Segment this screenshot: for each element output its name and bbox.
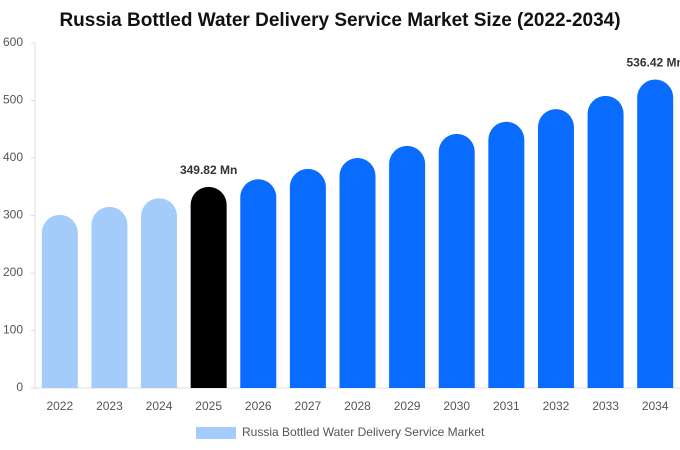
bar	[488, 121, 525, 388]
bar	[91, 206, 128, 388]
x-tick-label: 2024	[146, 399, 173, 413]
y-tick-label: 300	[3, 208, 23, 222]
y-tick-label: 200	[3, 265, 23, 279]
legend-label: Russia Bottled Water Delivery Service Ma…	[242, 425, 485, 439]
bar	[240, 179, 277, 388]
bar	[339, 158, 376, 388]
bar	[389, 145, 426, 388]
y-tick-label: 400	[3, 150, 23, 164]
x-tick-label: 2031	[493, 399, 520, 413]
bar	[587, 95, 624, 389]
bar	[289, 168, 326, 388]
bar	[637, 79, 674, 388]
chart-title: Russia Bottled Water Delivery Service Ma…	[59, 10, 620, 31]
x-tick-label: 2030	[443, 399, 470, 413]
x-tick-label: 2027	[295, 399, 322, 413]
x-tick-label: 2029	[394, 399, 421, 413]
bar	[141, 198, 178, 388]
x-tick-label: 2026	[245, 399, 272, 413]
bar	[41, 214, 78, 388]
x-tick-label: 2028	[344, 399, 371, 413]
x-tick-label: 2023	[96, 399, 123, 413]
x-tick-label: 2033	[592, 399, 619, 413]
x-tick-label: 2032	[543, 399, 570, 413]
bar	[438, 133, 475, 388]
y-tick-label: 0	[16, 380, 23, 394]
value-label: 536.42 Mn	[627, 56, 680, 70]
y-tick-label: 500	[3, 93, 23, 107]
x-tick-label: 2025	[195, 399, 222, 413]
bar	[190, 186, 227, 388]
x-tick-label: 2022	[46, 399, 73, 413]
x-tick-label: 2034	[642, 399, 669, 413]
value-label: 349.82 Mn	[180, 163, 237, 177]
y-tick-label: 100	[3, 323, 23, 337]
legend-swatch	[196, 427, 236, 439]
y-tick-label: 600	[3, 35, 23, 49]
bar	[537, 109, 574, 388]
